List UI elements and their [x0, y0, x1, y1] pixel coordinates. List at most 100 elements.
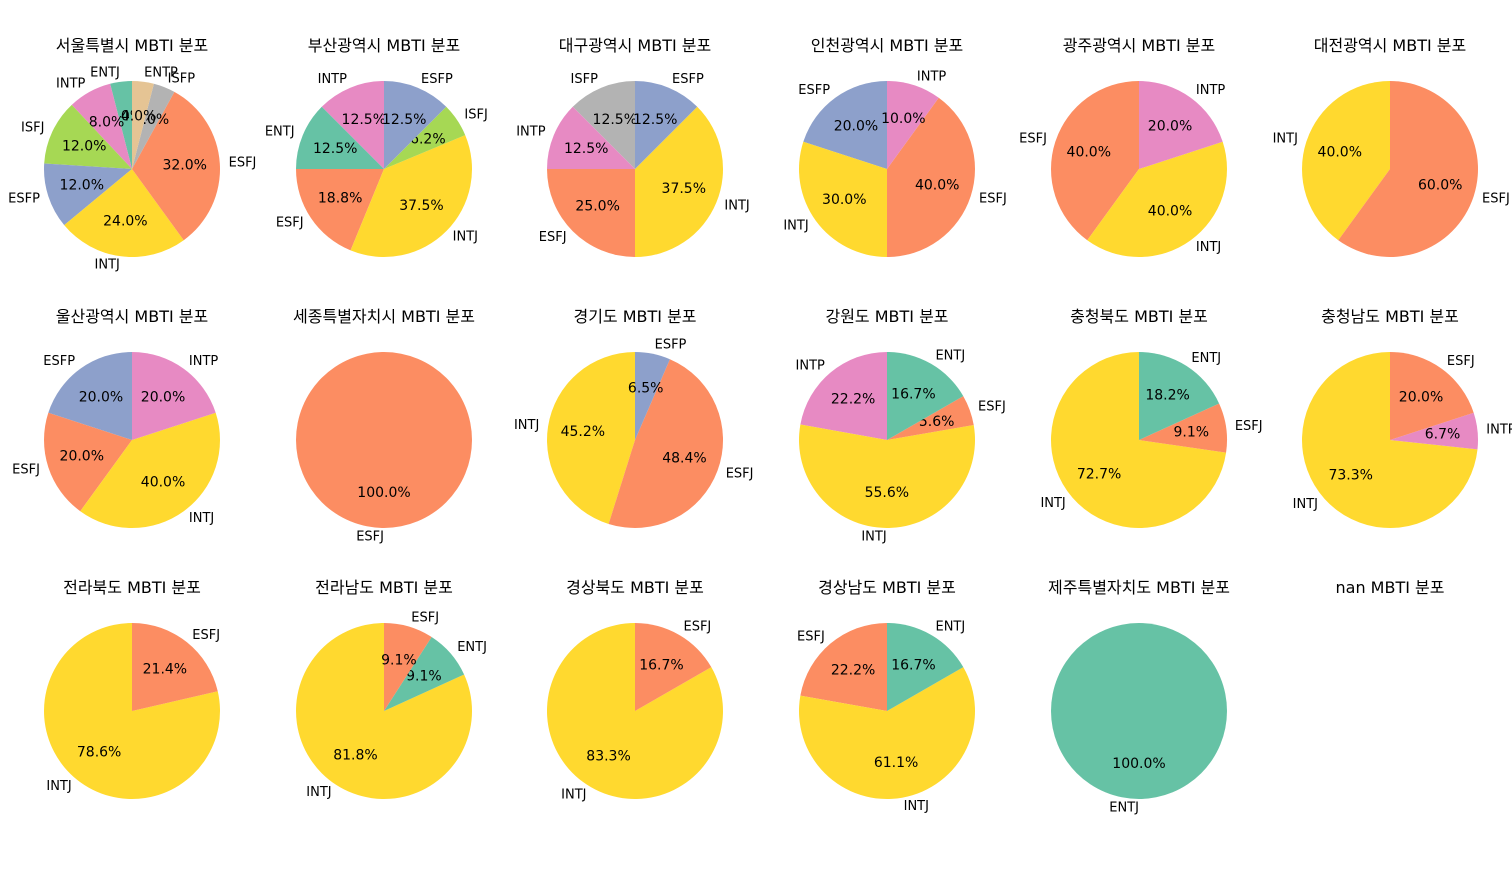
pie-slice-esfj — [887, 97, 976, 257]
slice-label: INTJ — [95, 258, 120, 273]
pie-slice-esfj — [1139, 403, 1227, 453]
slice-label: ESFJ — [1447, 354, 1475, 369]
slice-label: ESFJ — [797, 629, 825, 644]
slice-percent: 12.5% — [633, 112, 677, 128]
pie-chart-16: 경상남도 MBTI 분포 ESFJ 22.2% INTJ 61.1% ENTJ 16.7% — [797, 578, 976, 814]
slice-label: ESFJ — [726, 466, 754, 481]
pie-slice-intp — [71, 83, 132, 169]
pie-slice-intj — [1050, 351, 1227, 528]
slice-label: INTJ — [1293, 497, 1318, 512]
pie-title: nan MBTI 분포 — [1336, 578, 1445, 597]
pie-title: 경기도 MBTI 분포 — [573, 307, 696, 326]
pie-slice-entj — [296, 106, 384, 169]
slice-percent: 45.2% — [561, 424, 605, 440]
slice-label: INTP — [189, 354, 218, 369]
slice-percent: 25.0% — [575, 198, 619, 214]
pie-chart-4: 인천광역시 MBTI 분포 ESFP 20.0% INTJ 30.0% ESFJ 40.0%… — [783, 36, 1007, 257]
slice-label: ENTJ — [935, 620, 965, 635]
pie-slice-esfp — [803, 81, 887, 169]
pie-slice-intp — [321, 81, 384, 169]
pie-slice-entj — [1051, 623, 1227, 799]
slice-label: ENTJ — [90, 65, 120, 80]
pie-slice-esfj — [887, 396, 974, 440]
slice-percent: 20.0% — [834, 118, 878, 134]
pie-slice-intp — [800, 352, 887, 440]
slice-percent: 4.0% — [121, 109, 157, 125]
slice-label: ESFP — [8, 191, 40, 206]
slice-percent: 40.0% — [141, 475, 185, 491]
pie-chart-18: nan MBTI 분포 — [1336, 578, 1445, 597]
slice-label: ISFJ — [21, 120, 44, 135]
pie-slice-intj — [799, 424, 976, 528]
slice-percent: 5.6% — [919, 414, 955, 430]
slice-percent: 12.5% — [342, 112, 386, 128]
slice-percent: 8.0% — [89, 115, 125, 131]
pie-chart-12: 충청남도 MBTI 분포 INTJ 73.3% INTP 6.7% ESFJ 20.0% — [1293, 307, 1512, 528]
slice-percent: 78.6% — [77, 744, 121, 760]
pie-slice-intp — [1139, 81, 1223, 169]
pie-slice-intj — [635, 106, 724, 258]
pie-slice-isfj — [44, 104, 132, 169]
slice-percent: 48.4% — [662, 450, 706, 466]
pie-title: 전라남도 MBTI 분포 — [315, 578, 453, 597]
pie-chart-13: 전라북도 MBTI 분포 INTJ 78.6% ESFJ 21.4% — [44, 578, 220, 799]
pie-slice-esfp — [48, 352, 133, 440]
pie-slice-intj — [44, 623, 221, 799]
slice-percent: 9.1% — [1173, 425, 1209, 441]
slice-percent: 12.5% — [564, 141, 608, 157]
pie-slice-intj — [799, 141, 887, 257]
slice-percent: 12.5% — [382, 112, 426, 128]
pie-slice-isfp — [132, 83, 175, 169]
slice-label: INTJ — [724, 199, 749, 214]
slice-percent: 12.0% — [62, 139, 106, 155]
slice-label: INTP — [516, 124, 545, 139]
slice-percent: 83.3% — [586, 749, 630, 765]
pie-slice-esfj — [1338, 81, 1478, 257]
slice-label: INTJ — [861, 529, 886, 544]
pie-slice-esfp — [384, 81, 447, 169]
slice-label: ESFP — [421, 72, 453, 87]
pie-slice-esfj — [1390, 352, 1474, 440]
pie-chart-15: 경상북도 MBTI 분포 INTJ 83.3% ESFJ 16.7% — [546, 578, 723, 802]
slice-label: ENTJ — [935, 349, 965, 364]
slice-percent: 32.0% — [162, 158, 206, 174]
slice-percent: 21.4% — [143, 662, 187, 678]
slice-label: ENTJ — [1109, 800, 1139, 815]
slice-label: INTP — [796, 358, 825, 373]
pie-slice-esfj — [384, 623, 432, 711]
slice-percent: 6.7% — [1425, 427, 1461, 443]
pie-chart-7: 울산광역시 MBTI 분포 ESFP 20.0% ESFJ 20.0% INTJ 40.0%… — [12, 307, 220, 528]
slice-percent: 20.0% — [1399, 389, 1443, 405]
slice-percent: 40.0% — [915, 177, 959, 193]
pie-chart-1: 서울특별시 MBTI 분포 ENTJ 4.0% INTP 8.0% ISFJ 12.0% ES… — [8, 36, 256, 273]
pie-title: 광주광역시 MBTI 분포 — [1063, 36, 1216, 55]
slice-percent: 16.7% — [891, 657, 935, 673]
pie-chart-2: 부산광역시 MBTI 분포 INTP 12.5% ENTJ 12.5% ESFJ 18.8%… — [265, 36, 488, 258]
pie-slice-esfj — [44, 412, 132, 512]
slice-label: INTJ — [783, 218, 808, 233]
slice-label: ESFJ — [1482, 191, 1510, 206]
slice-percent: 6.2% — [410, 132, 446, 148]
slice-label: INTJ — [1040, 496, 1065, 511]
slice-percent: 9.1% — [406, 668, 442, 684]
slice-label: ESFP — [798, 83, 830, 98]
pie-slice-esfj — [132, 623, 218, 711]
pie-slice-entj — [384, 637, 465, 711]
slice-percent: 24.0% — [103, 213, 147, 229]
pie-chart-11: 충청북도 MBTI 분포 INTJ 72.7% ESFJ 9.1% ENTJ 18.2% — [1040, 307, 1263, 528]
pie-slice-intj — [80, 412, 220, 528]
slice-label: INTJ — [189, 511, 214, 526]
slice-percent: 20.0% — [1148, 118, 1192, 134]
pie-slice-esfp — [635, 81, 698, 169]
pie-chart-3: 대구광역시 MBTI 분포 ISFP 12.5% INTP 12.5% ESFJ 25.0%… — [516, 36, 750, 258]
pie-slice-esfj — [296, 169, 384, 251]
pie-slice-intj — [799, 667, 976, 800]
slice-percent: 30.0% — [822, 192, 866, 208]
slice-percent: 20.0% — [79, 389, 123, 405]
slice-percent: 55.6% — [865, 485, 909, 501]
slice-percent: 22.2% — [831, 663, 875, 679]
slice-label: INTP — [56, 77, 85, 92]
pie-title: 충청북도 MBTI 분포 — [1070, 307, 1208, 326]
slice-label: INTP — [318, 72, 347, 87]
pie-slice-intp — [1390, 412, 1478, 450]
